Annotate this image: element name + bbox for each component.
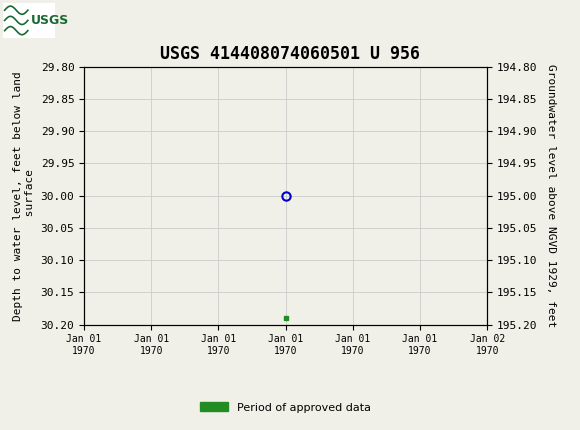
- Text: USGS: USGS: [31, 14, 70, 27]
- Legend: Period of approved data: Period of approved data: [196, 398, 375, 417]
- Y-axis label: Groundwater level above NGVD 1929, feet: Groundwater level above NGVD 1929, feet: [546, 64, 556, 327]
- Text: USGS 414408074060501 U 956: USGS 414408074060501 U 956: [160, 45, 420, 63]
- Y-axis label: Depth to water level, feet below land
 surface: Depth to water level, feet below land su…: [13, 71, 35, 320]
- Bar: [3, 3, 55, 37]
